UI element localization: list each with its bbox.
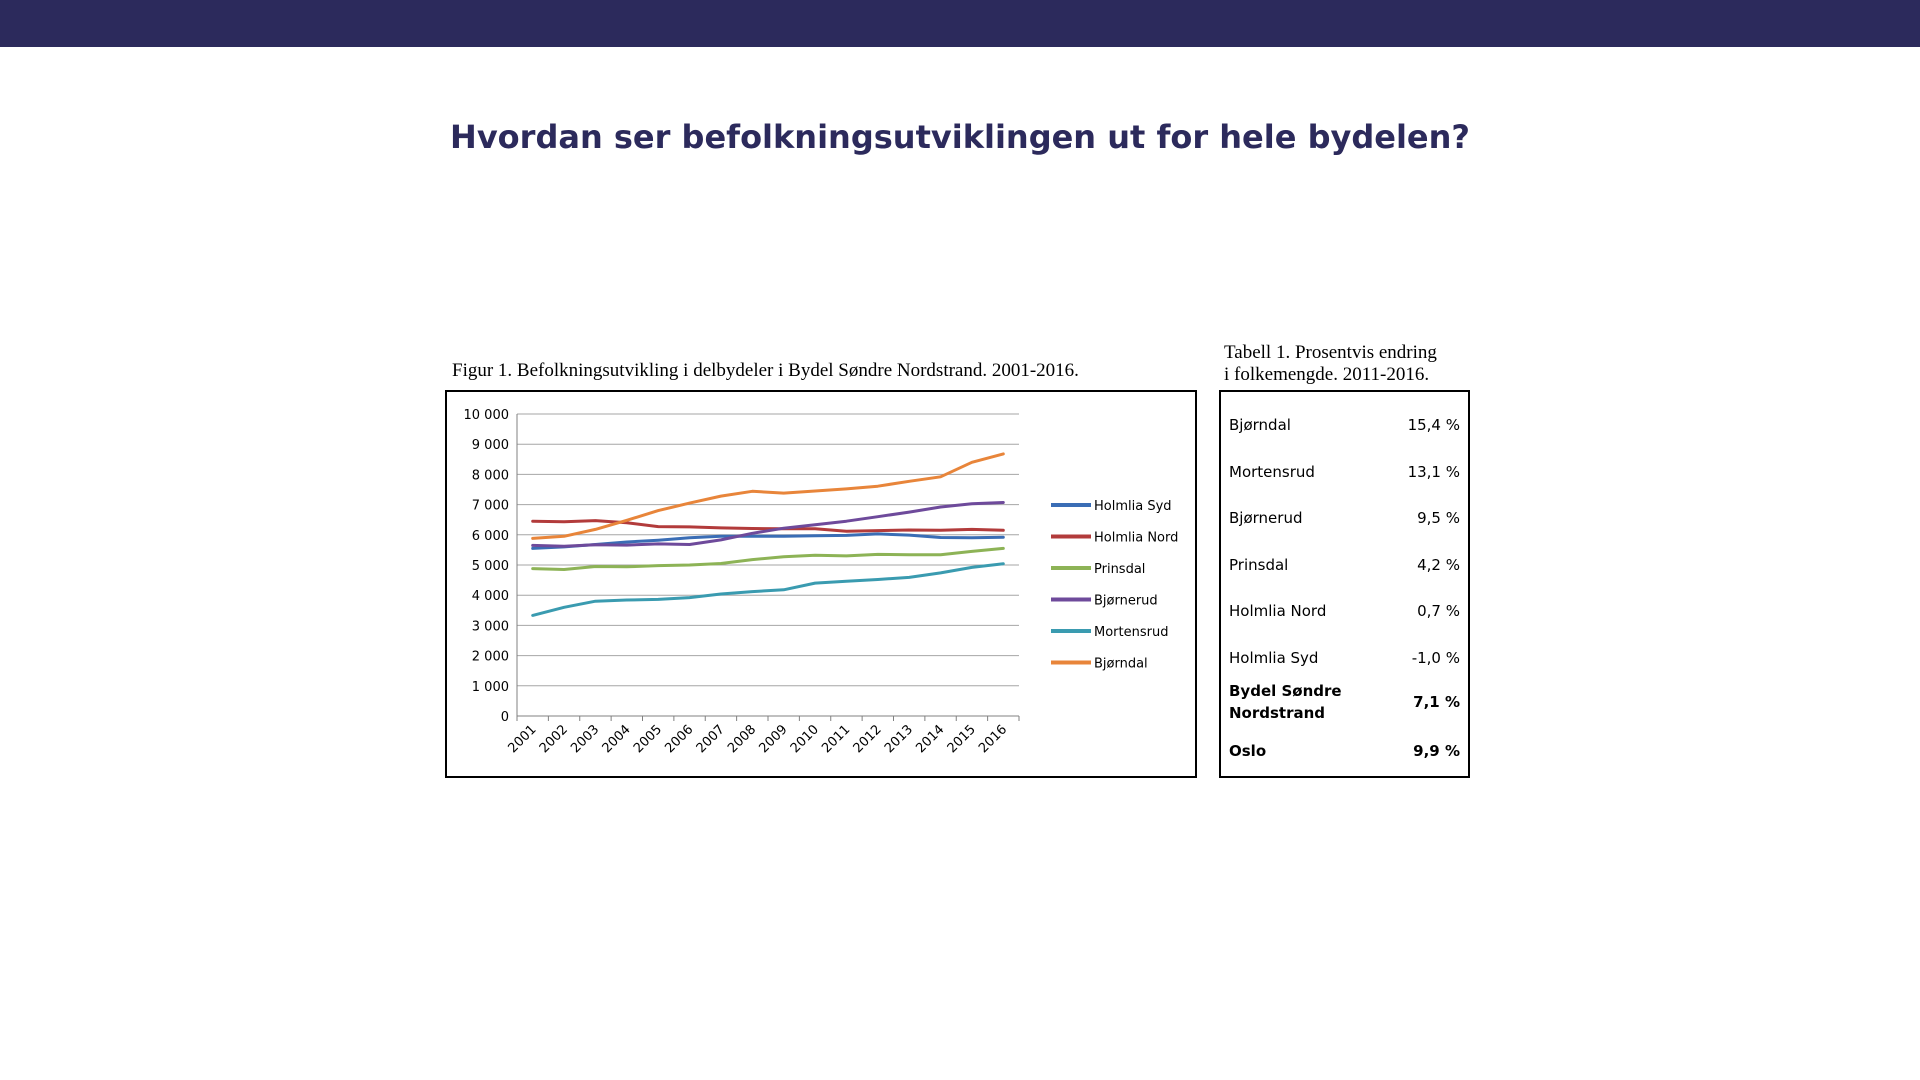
x-tick-label: 2013 bbox=[882, 722, 916, 756]
y-tick-label: 6 000 bbox=[472, 529, 509, 544]
x-tick-label: 2009 bbox=[757, 722, 791, 756]
y-tick-label: 8 000 bbox=[472, 468, 509, 483]
y-tick-label: 2 000 bbox=[472, 650, 509, 665]
legend-label: Bjørnerud bbox=[1094, 594, 1158, 609]
x-tick-label: 2005 bbox=[631, 722, 665, 756]
x-tick-label: 2014 bbox=[913, 722, 947, 756]
series-line-holmlia-syd bbox=[531, 532, 1005, 550]
x-tick-label: 2016 bbox=[976, 722, 1010, 756]
row-name: Holmlia Syd bbox=[1229, 649, 1319, 667]
x-tick-label: 2004 bbox=[600, 722, 634, 756]
row-name: Holmlia Nord bbox=[1229, 602, 1327, 620]
table-caption-line1: Tabell 1. Prosentvis endring bbox=[1224, 342, 1437, 363]
y-tick-label: 3 000 bbox=[472, 619, 509, 634]
table-row-bydel: Bydel Søndre Nordstrand 7,1 % bbox=[1229, 681, 1460, 725]
x-tick-label: 2012 bbox=[851, 722, 885, 756]
figure-caption: Figur 1. Befolkningsutvikling i delbydel… bbox=[452, 360, 1079, 381]
legend-label: Holmlia Syd bbox=[1094, 499, 1172, 514]
legend-label: Mortensrud bbox=[1094, 625, 1168, 640]
series-line-holmlia-nord bbox=[531, 519, 1005, 533]
row-name: Bjørndal bbox=[1229, 416, 1291, 434]
row-name-line2: Nordstrand bbox=[1229, 704, 1326, 722]
y-tick-label: 5 000 bbox=[472, 559, 509, 574]
row-value: 9,5 % bbox=[1417, 509, 1460, 527]
row-value: 9,9 % bbox=[1413, 742, 1460, 760]
row-name-line1: Bydel Søndre bbox=[1229, 682, 1342, 700]
table-caption-line2: i folkemengde. 2011-2016. bbox=[1224, 364, 1430, 385]
row-name: Prinsdal bbox=[1229, 556, 1289, 574]
series-line-mortensrud bbox=[531, 562, 1005, 617]
y-tick-label: 4 000 bbox=[472, 589, 509, 604]
x-tick-label: 2008 bbox=[725, 722, 759, 756]
line-chart-panel: 0 1 000 2 000 3 000 4 000 5 000 6 000 7 000 8 00… bbox=[445, 390, 1197, 778]
x-tick-label: 2001 bbox=[506, 722, 540, 756]
series-line-prinsdal bbox=[531, 546, 1005, 571]
line-chart: 0 1 000 2 000 3 000 4 000 5 000 6 000 7 000 8 00… bbox=[464, 408, 1179, 756]
row-value: 7,1 % bbox=[1413, 693, 1460, 711]
row-value: 15,4 % bbox=[1407, 416, 1460, 434]
row-value: 0,7 % bbox=[1417, 602, 1460, 620]
x-tick-label: 2010 bbox=[788, 722, 822, 756]
x-tick-label: 2011 bbox=[819, 722, 853, 756]
x-tick-label: 2006 bbox=[662, 722, 696, 756]
y-tick-label: 0 bbox=[501, 710, 509, 725]
x-tick-label: 2003 bbox=[568, 722, 602, 756]
row-value: 4,2 % bbox=[1417, 556, 1460, 574]
series-line-bjørnerud bbox=[531, 501, 1005, 548]
top-banner bbox=[0, 0, 1920, 47]
row-value: -1,0 % bbox=[1411, 649, 1460, 667]
y-tick-label: 1 000 bbox=[472, 680, 509, 695]
y-tick-label: 7 000 bbox=[472, 499, 509, 514]
x-tick-label: 2002 bbox=[537, 722, 571, 756]
change-table: Bjørndal 15,4 % Mortensrud 13,1 % Bjørne… bbox=[1219, 390, 1470, 778]
x-tick-label: 2015 bbox=[945, 722, 979, 756]
row-value: 13,1 % bbox=[1407, 463, 1460, 481]
legend-label: Prinsdal bbox=[1094, 562, 1145, 577]
x-tick-label: 2007 bbox=[694, 722, 728, 756]
y-tick-label: 9 000 bbox=[472, 438, 509, 453]
row-name: Bjørnerud bbox=[1229, 509, 1303, 527]
legend-label: Bjørndal bbox=[1094, 657, 1148, 672]
row-name: Mortensrud bbox=[1229, 463, 1315, 481]
legend-label: Holmlia Nord bbox=[1094, 531, 1178, 546]
row-name: Oslo bbox=[1229, 742, 1267, 760]
table-caption: Tabell 1. Prosentvis endring i folkemeng… bbox=[1224, 342, 1484, 386]
y-tick-label: 10 000 bbox=[464, 408, 510, 423]
page-title: Hvordan ser befolkningsutviklingen ut fo… bbox=[450, 118, 1470, 156]
series-line-bjørndal bbox=[531, 452, 1005, 540]
